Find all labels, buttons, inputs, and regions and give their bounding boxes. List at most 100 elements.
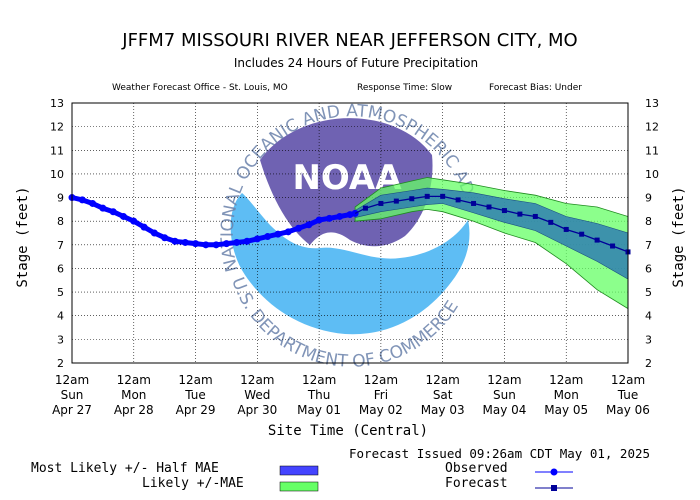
y-tick-label-right: 6: [645, 262, 652, 275]
forecast-point: [455, 197, 461, 203]
y-tick-label-left: 3: [57, 333, 64, 346]
y-tick-label-left: 5: [57, 286, 64, 299]
forecast-point: [440, 193, 446, 199]
legend-most-likely-label: Most Likely +/- Half MAE: [31, 461, 219, 476]
forecast-issued-label: Forecast Issued 09:26am CDT May 01, 2025: [349, 446, 650, 461]
forecast-point: [424, 193, 430, 199]
y-tick-label-right: 10: [645, 168, 659, 181]
x-tick-label: Apr 30: [237, 403, 277, 417]
legend-forecast-label: Forecast: [445, 476, 508, 491]
forecast-point: [517, 211, 523, 217]
observed-point: [233, 238, 241, 246]
x-tick-label: May 02: [359, 403, 403, 417]
forecast-point: [378, 200, 384, 206]
legend-forecast-marker: [551, 485, 557, 491]
forecast-point: [409, 196, 415, 202]
y-tick-label-right: 11: [645, 144, 659, 157]
y-tick-label-right: 12: [645, 121, 659, 134]
legend-observed-marker: [550, 468, 558, 476]
legend: Most Likely +/- Half MAE Likely +/-MAE O…: [31, 461, 573, 492]
observed-point: [130, 217, 138, 225]
x-tick-label: Sun: [61, 388, 84, 402]
x-tick-label: Thu: [307, 388, 331, 402]
legend-most-likely-swatch: [279, 465, 319, 476]
x-tick-label: Sun: [493, 388, 516, 402]
x-tick-label: 12am: [549, 373, 583, 387]
observed-point: [295, 224, 303, 232]
x-tick-label: 12am: [302, 373, 336, 387]
x-tick-label: 12am: [55, 373, 89, 387]
observed-point: [284, 228, 292, 236]
legend-likely-label: Likely +/-MAE: [142, 476, 244, 491]
y-tick-label-left: 11: [50, 144, 64, 157]
office-label: Weather Forecast Office - St. Louis, MO: [112, 83, 288, 93]
y-tick-label-left: 10: [50, 168, 64, 181]
noaa-wave-shape: [230, 193, 470, 335]
y-axis-label-left: Stage (feet): [15, 186, 31, 287]
x-tick-label: May 04: [482, 403, 526, 417]
series-layer: [68, 193, 631, 255]
forecast-point: [594, 237, 600, 243]
y-tick-label-right: 5: [645, 286, 652, 299]
forecast-point: [362, 205, 368, 211]
y-axis-label-right: Stage (feet): [671, 186, 687, 287]
y-tick-label-left: 7: [57, 239, 64, 252]
x-tick-label: Fri: [374, 388, 388, 402]
x-tick-label: Wed: [244, 388, 270, 402]
y-tick-label-left: 8: [57, 215, 64, 228]
y-tick-label-left: 13: [50, 97, 64, 110]
observed-point: [89, 199, 97, 207]
forecast-point: [486, 204, 492, 210]
observed-point: [171, 237, 179, 245]
y-tick-label-right: 8: [645, 215, 652, 228]
y-tick-label-left: 4: [57, 310, 64, 323]
forecast-point: [471, 200, 477, 206]
x-tick-label: Tue: [617, 388, 639, 402]
observed-point: [202, 241, 210, 249]
observed-point: [140, 223, 148, 231]
observed-point: [119, 212, 127, 220]
x-tick-label: Apr 29: [176, 403, 216, 417]
x-tick-label: 12am: [178, 373, 212, 387]
x-tick-label: 12am: [487, 373, 521, 387]
y-tick-label-right: 4: [645, 310, 652, 323]
observed-point: [274, 230, 282, 238]
x-tick-label: May 03: [421, 403, 465, 417]
observed-point: [305, 221, 313, 229]
y-tick-label-left: 6: [57, 262, 64, 275]
y-tick-label-right: 2: [645, 357, 652, 370]
observed-point: [192, 240, 200, 248]
y-tick-label-right: 7: [645, 239, 652, 252]
legend-observed-label: Observed: [445, 461, 508, 476]
x-tick-label: Mon: [121, 388, 146, 402]
forecast-point: [548, 219, 554, 225]
x-tick-label: 12am: [364, 373, 398, 387]
y-tick-label-right: 13: [645, 97, 659, 110]
x-tick-label: 12am: [117, 373, 151, 387]
x-tick-label: May 05: [544, 403, 588, 417]
observed-point: [109, 208, 117, 216]
x-tick-label: Mon: [554, 388, 579, 402]
x-tick-label: May 06: [606, 403, 650, 417]
response-time-label: Response Time: Slow: [357, 83, 452, 93]
y-tick-label-left: 9: [57, 192, 64, 205]
x-tick-label: 12am: [426, 373, 460, 387]
x-tick-label: Tue: [184, 388, 206, 402]
observed-point: [222, 240, 230, 248]
chart-title: JFFM7 MISSOURI RIVER NEAR JEFFERSON CITY…: [121, 30, 577, 51]
observed-point: [99, 204, 107, 212]
observed-point: [212, 241, 220, 249]
observed-point: [181, 238, 189, 246]
x-tick-label: Apr 27: [52, 403, 92, 417]
x-tick-label: Apr 28: [114, 403, 154, 417]
observed-point: [78, 196, 86, 204]
x-tick-label: Sat: [433, 388, 453, 402]
observed-point: [243, 237, 251, 245]
observed-point: [161, 234, 169, 242]
forecast-point: [501, 208, 507, 214]
forecast-point: [532, 213, 538, 219]
forecast-point: [563, 226, 569, 232]
chart-subtitle: Includes 24 Hours of Future Precipitatio…: [234, 56, 478, 70]
